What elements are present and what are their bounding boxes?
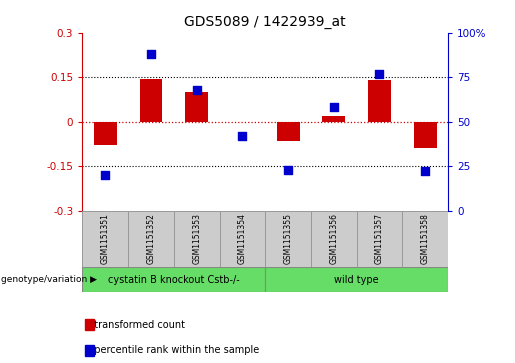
Bar — [311, 211, 356, 267]
Bar — [219, 211, 265, 267]
Bar — [82, 211, 128, 267]
Bar — [265, 211, 311, 267]
Bar — [414, 122, 437, 148]
Bar — [322, 116, 345, 122]
Point — [101, 172, 109, 178]
Bar — [140, 79, 162, 122]
Bar — [368, 80, 391, 122]
Text: GSM1151355: GSM1151355 — [284, 213, 293, 264]
Text: GSM1151356: GSM1151356 — [329, 213, 338, 264]
Text: GSM1151351: GSM1151351 — [101, 213, 110, 264]
Point — [284, 167, 292, 172]
Text: cystatin B knockout Cstb-/-: cystatin B knockout Cstb-/- — [108, 274, 239, 285]
Point — [330, 105, 338, 110]
Bar — [277, 122, 300, 141]
Bar — [174, 211, 219, 267]
Text: GSM1151353: GSM1151353 — [192, 213, 201, 264]
Text: percentile rank within the sample: percentile rank within the sample — [88, 345, 259, 355]
Text: wild type: wild type — [334, 274, 379, 285]
Point — [238, 133, 247, 139]
Text: GSM1151357: GSM1151357 — [375, 213, 384, 264]
Bar — [402, 211, 448, 267]
Text: transformed count: transformed count — [88, 320, 184, 330]
Text: GSM1151354: GSM1151354 — [238, 213, 247, 264]
Point — [147, 51, 155, 57]
Text: GSM1151358: GSM1151358 — [421, 213, 430, 264]
Bar — [356, 211, 402, 267]
Text: genotype/variation ▶: genotype/variation ▶ — [1, 275, 96, 284]
Title: GDS5089 / 1422939_at: GDS5089 / 1422939_at — [184, 15, 346, 29]
Text: GSM1151352: GSM1151352 — [146, 213, 156, 264]
Bar — [185, 92, 208, 122]
Point — [375, 71, 384, 77]
Bar — [265, 267, 448, 292]
Point — [193, 87, 201, 93]
Bar — [82, 267, 265, 292]
Point — [421, 168, 430, 174]
Bar — [128, 211, 174, 267]
Bar — [94, 122, 117, 145]
